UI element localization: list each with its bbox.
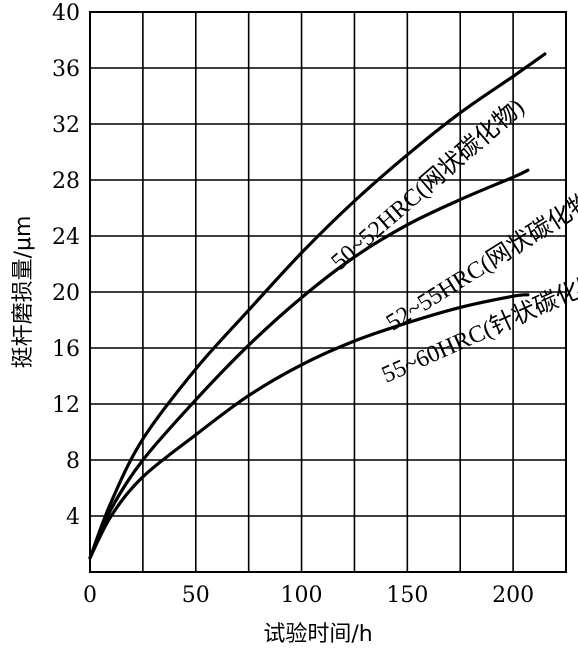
y-tick-labels: 4 8 12 16 20 24 28 32 36 40 (52, 1, 80, 530)
x-tick-labels: 0 50 100 150 200 (83, 583, 534, 608)
y-tick-label: 28 (52, 169, 80, 194)
x-axis-label: 试验时间/h (263, 622, 372, 647)
y-axis-label: 挺杆磨损量/μm (11, 216, 36, 369)
x-tick-label: 100 (281, 583, 323, 608)
grid (90, 12, 566, 572)
series-line-1 (88, 52, 547, 560)
y-tick-label: 24 (52, 225, 80, 250)
y-tick-label: 20 (52, 281, 80, 306)
x-tick-label: 50 (182, 583, 210, 608)
y-tick-label: 4 (66, 505, 80, 530)
series-curves (88, 52, 547, 560)
y-tick-label: 12 (52, 393, 80, 418)
plot-frame (89, 11, 567, 573)
x-tick-label: 200 (492, 583, 534, 608)
y-tick-label: 32 (52, 113, 80, 138)
series-line-2 (88, 168, 530, 560)
series-line-3 (88, 293, 530, 560)
x-tick-label: 0 (83, 583, 97, 608)
series-labels: 50~52HRC(网状碳化物)52~55HRC(网状碳化物)55~60HRC(针… (326, 94, 578, 389)
y-tick-label: 40 (52, 1, 80, 26)
x-tick-label: 150 (386, 583, 428, 608)
y-tick-label: 16 (52, 337, 80, 362)
y-tick-label: 36 (52, 57, 80, 82)
y-tick-label: 8 (66, 449, 80, 474)
